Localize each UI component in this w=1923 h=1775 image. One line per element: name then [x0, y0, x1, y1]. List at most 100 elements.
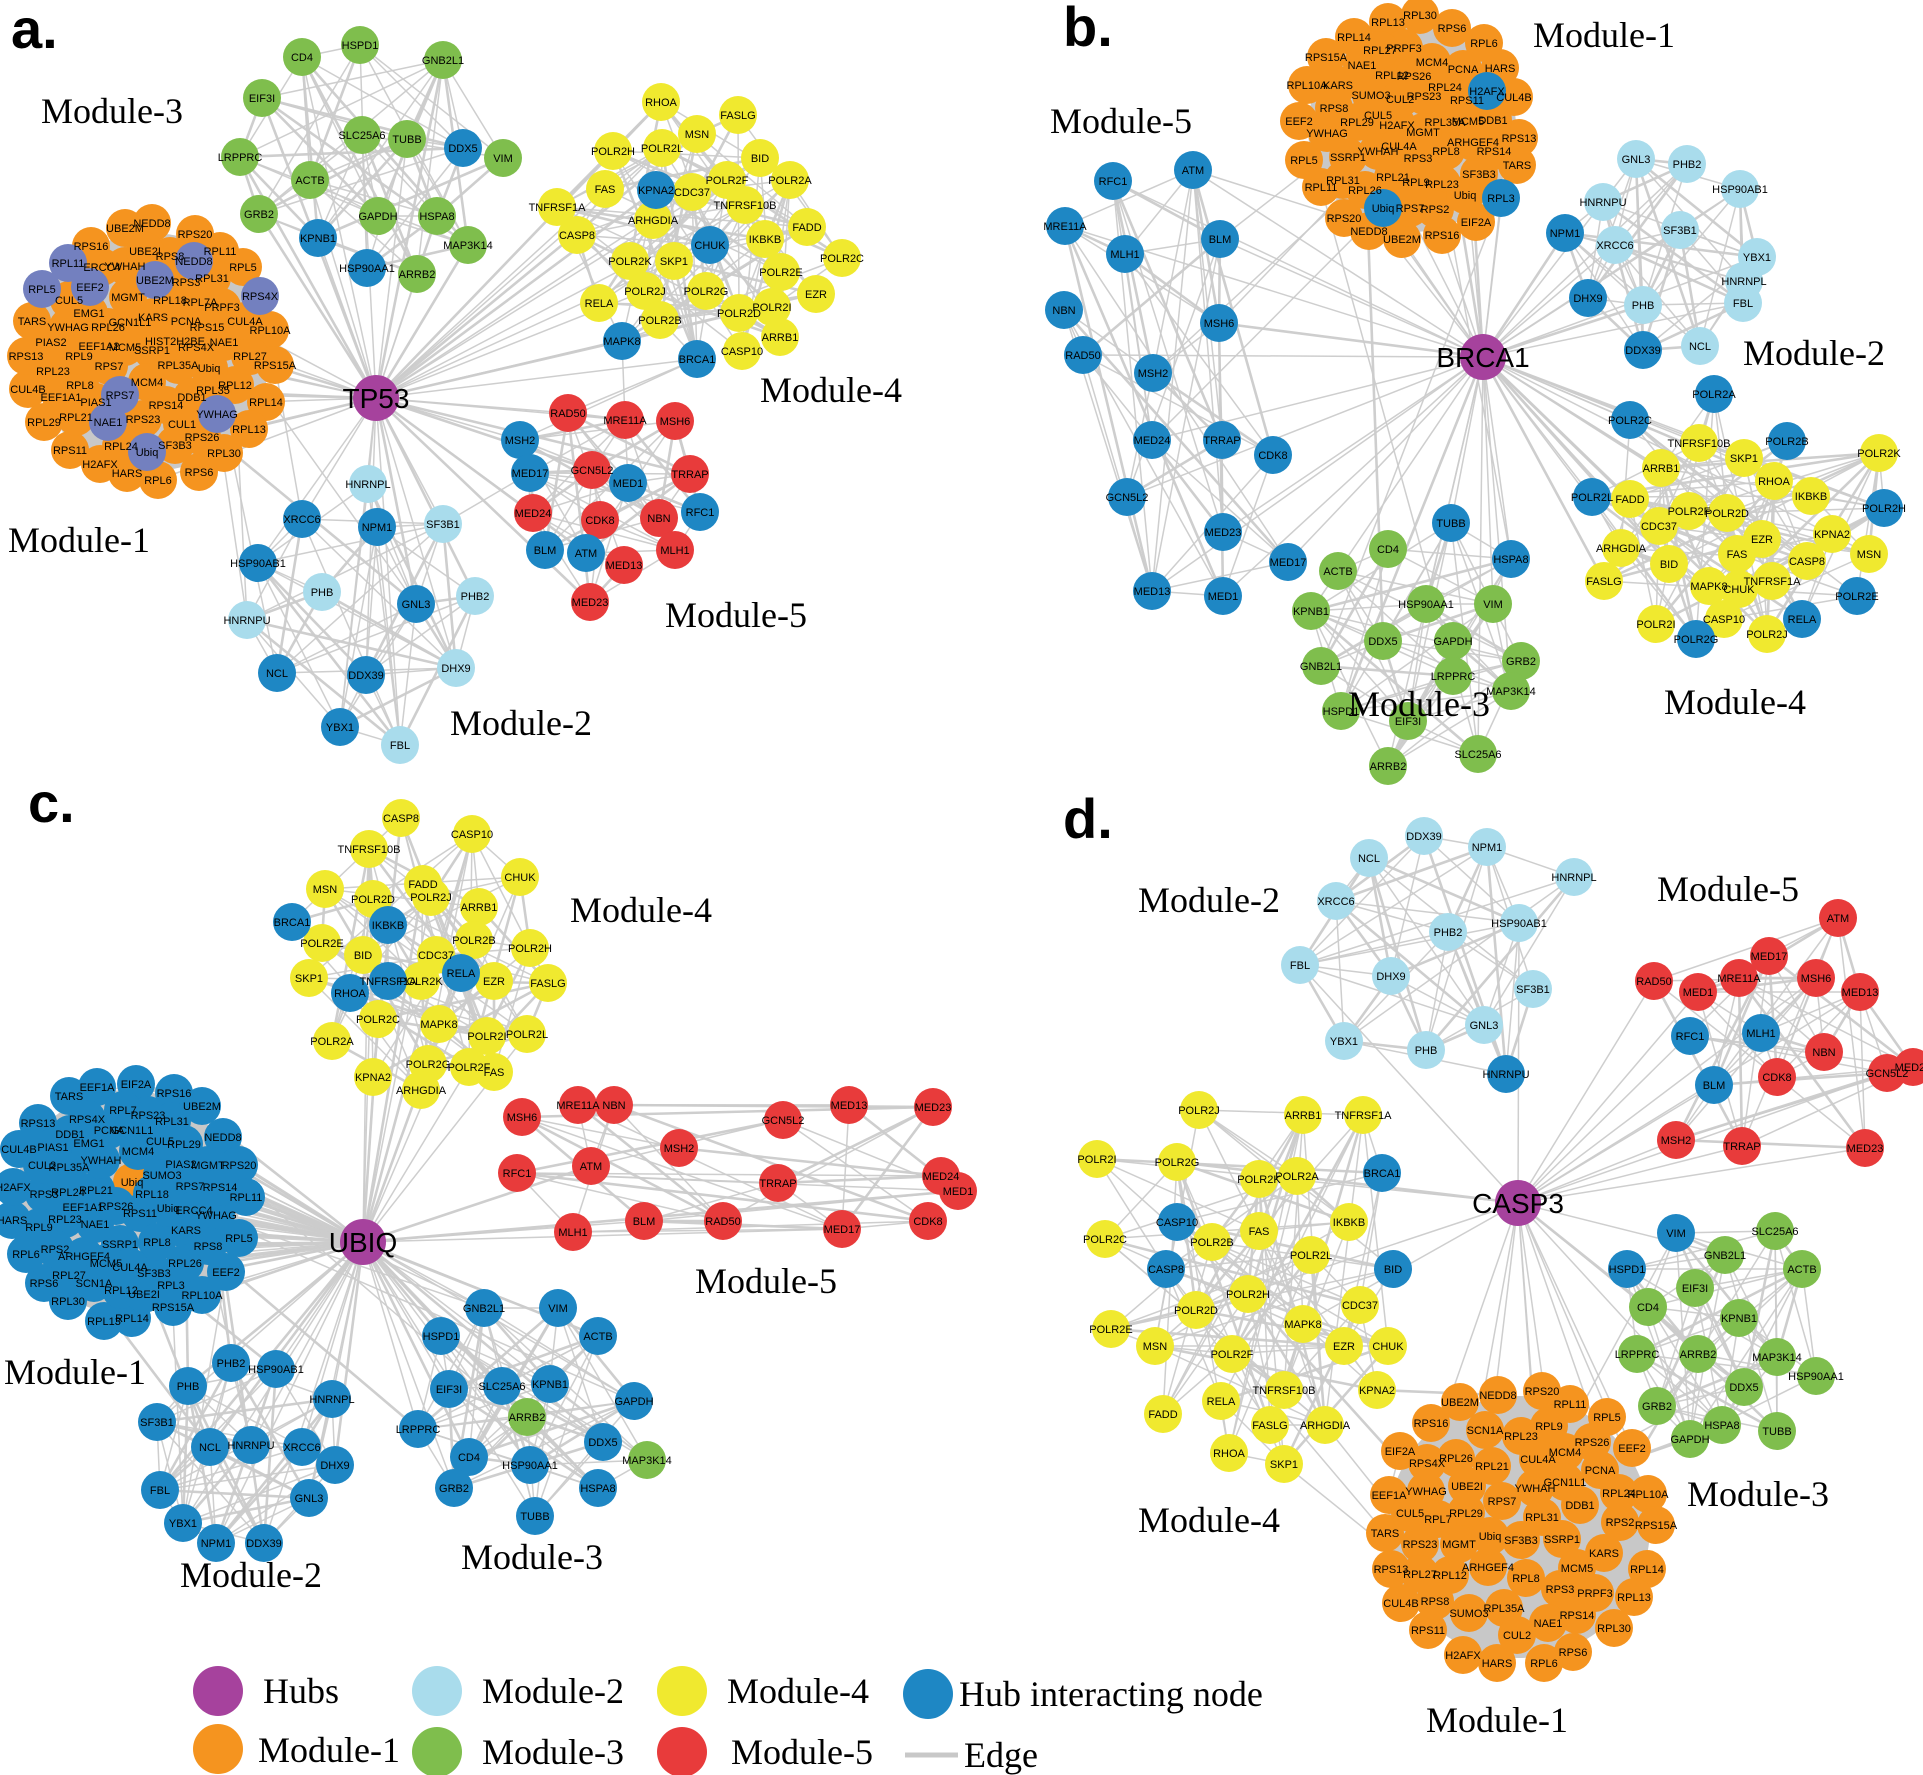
- svg-text:LRPPRC: LRPPRC: [1431, 671, 1476, 683]
- svg-text:SCN1A: SCN1A: [1467, 1425, 1504, 1437]
- svg-text:RPS2: RPS2: [1606, 1517, 1635, 1529]
- svg-text:RPS20: RPS20: [1327, 213, 1362, 225]
- svg-text:RPL5: RPL5: [225, 1233, 253, 1245]
- svg-text:PRPF3: PRPF3: [1577, 1588, 1612, 1600]
- svg-text:TNFRSF10B: TNFRSF10B: [338, 844, 401, 856]
- svg-text:RPL18: RPL18: [153, 295, 187, 307]
- svg-text:RPL30: RPL30: [207, 448, 241, 460]
- svg-text:RPS2: RPS2: [1421, 204, 1450, 216]
- svg-text:BLM: BLM: [1703, 1080, 1726, 1092]
- svg-text:YBX1: YBX1: [326, 722, 354, 734]
- svg-text:CHUK: CHUK: [1723, 584, 1755, 596]
- svg-text:POLR2L: POLR2L: [1571, 492, 1613, 504]
- svg-text:RPS15A: RPS15A: [254, 360, 297, 372]
- svg-text:UBE2I: UBE2I: [1451, 1481, 1483, 1493]
- svg-text:RPL31: RPL31: [1525, 1512, 1559, 1524]
- svg-text:POLR2K: POLR2K: [399, 976, 443, 988]
- svg-text:MAP3K14: MAP3K14: [1752, 1352, 1802, 1364]
- svg-text:RPL26: RPL26: [168, 1258, 202, 1270]
- svg-text:RPS16: RPS16: [1414, 1418, 1449, 1430]
- svg-text:TNFRSF1A: TNFRSF1A: [360, 976, 418, 988]
- svg-text:EEF2: EEF2: [1285, 116, 1313, 128]
- svg-text:RPL13: RPL13: [232, 424, 266, 436]
- svg-text:NEDD8: NEDD8: [1350, 226, 1387, 238]
- svg-text:MSH2: MSH2: [664, 1143, 695, 1155]
- svg-text:Module-2: Module-2: [1743, 333, 1885, 373]
- svg-text:Module-3: Module-3: [1687, 1474, 1829, 1514]
- svg-text:NAE1: NAE1: [210, 337, 239, 349]
- svg-text:CASP8: CASP8: [559, 230, 595, 242]
- svg-text:NEDD8: NEDD8: [133, 218, 170, 230]
- svg-text:RPL26: RPL26: [1348, 185, 1382, 197]
- svg-text:RPL13: RPL13: [1371, 17, 1405, 29]
- svg-text:RPS23: RPS23: [131, 1110, 166, 1122]
- svg-text:CUL4A: CUL4A: [1520, 1454, 1556, 1466]
- svg-text:RFC1: RFC1: [686, 507, 715, 519]
- svg-text:RPS20: RPS20: [1525, 1386, 1560, 1398]
- svg-text:Ubiq: Ubiq: [1372, 203, 1395, 215]
- svg-text:POLR2H: POLR2H: [508, 943, 552, 955]
- svg-text:LRPPRC: LRPPRC: [396, 1424, 441, 1436]
- svg-text:HSPD1: HSPD1: [1323, 706, 1360, 718]
- svg-text:YBX1: YBX1: [1330, 1036, 1358, 1048]
- svg-text:RHOA: RHOA: [645, 97, 677, 109]
- svg-text:CDC37: CDC37: [1641, 521, 1677, 533]
- svg-text:TRRAP: TRRAP: [759, 1178, 796, 1190]
- svg-text:H2AFX: H2AFX: [0, 1182, 31, 1194]
- svg-text:RPL10A: RPL10A: [1287, 80, 1329, 92]
- svg-text:POLR2I: POLR2I: [1077, 1154, 1116, 1166]
- svg-text:GCN5L2: GCN5L2: [762, 1115, 805, 1127]
- svg-text:RPL18: RPL18: [135, 1189, 169, 1201]
- svg-text:RPS6: RPS6: [1438, 23, 1467, 35]
- svg-text:EEF2: EEF2: [212, 1267, 240, 1279]
- svg-text:FADD: FADD: [408, 879, 437, 891]
- svg-text:DDB1: DDB1: [55, 1129, 84, 1141]
- svg-text:MAPK8: MAPK8: [1690, 581, 1727, 593]
- svg-text:FBL: FBL: [1733, 298, 1753, 310]
- svg-text:MGMT: MGMT: [1406, 127, 1440, 139]
- svg-text:CUL4A: CUL4A: [1381, 141, 1417, 153]
- svg-text:TARS: TARS: [55, 1091, 84, 1103]
- svg-text:KPNB1: KPNB1: [1721, 1313, 1757, 1325]
- svg-text:TNFRSF1A: TNFRSF1A: [1335, 1110, 1393, 1122]
- svg-text:MED24: MED24: [1134, 435, 1171, 447]
- svg-text:TRRAP: TRRAP: [671, 469, 708, 481]
- svg-text:FBL: FBL: [390, 740, 410, 752]
- svg-text:c.: c.: [28, 771, 75, 834]
- svg-text:POLR2B: POLR2B: [1765, 436, 1808, 448]
- svg-text:TUBB: TUBB: [520, 1511, 549, 1523]
- svg-text:TARS: TARS: [1371, 1528, 1400, 1540]
- svg-text:MED13: MED13: [1842, 987, 1879, 999]
- svg-text:MGMT: MGMT: [1442, 1539, 1476, 1551]
- svg-text:MAP3K14: MAP3K14: [1486, 686, 1536, 698]
- svg-text:SF3B1: SF3B1: [140, 1417, 174, 1429]
- svg-text:RPS23: RPS23: [1403, 1539, 1438, 1551]
- svg-text:GNL3: GNL3: [295, 1493, 324, 1505]
- svg-text:RPS4X: RPS4X: [69, 1114, 106, 1126]
- svg-text:GCN1L1: GCN1L1: [1544, 1477, 1587, 1489]
- svg-text:PIAS1: PIAS1: [80, 397, 111, 409]
- svg-text:HNRNPL: HNRNPL: [1551, 872, 1596, 884]
- svg-text:RPS15A: RPS15A: [152, 1302, 195, 1314]
- svg-text:RPL26: RPL26: [91, 322, 125, 334]
- svg-text:UBIQ: UBIQ: [329, 1227, 397, 1258]
- svg-text:MCM5: MCM5: [90, 1258, 122, 1270]
- svg-text:POLR2G: POLR2G: [1155, 1157, 1200, 1169]
- svg-text:SF3B3: SF3B3: [1504, 1535, 1538, 1547]
- svg-text:SSRP1: SSRP1: [1544, 1534, 1580, 1546]
- svg-text:EIF2A: EIF2A: [121, 1079, 152, 1091]
- svg-text:MSH6: MSH6: [1204, 318, 1235, 330]
- svg-text:CASP3: CASP3: [1472, 1188, 1564, 1219]
- svg-text:MED13: MED13: [606, 560, 643, 572]
- svg-text:POLR2K: POLR2K: [1237, 1174, 1281, 1186]
- svg-text:DDX39: DDX39: [1406, 831, 1441, 843]
- svg-text:SKP1: SKP1: [660, 256, 688, 268]
- svg-text:XRCC6: XRCC6: [1317, 896, 1354, 908]
- svg-text:RPS14: RPS14: [149, 400, 184, 412]
- svg-text:HNRNPL: HNRNPL: [1721, 276, 1766, 288]
- svg-text:RPS3: RPS3: [1546, 1584, 1575, 1596]
- svg-text:NEDD8: NEDD8: [175, 256, 212, 268]
- svg-text:EIF3I: EIF3I: [436, 1384, 462, 1396]
- svg-text:PHB2: PHB2: [461, 591, 490, 603]
- svg-text:CHUK: CHUK: [694, 240, 726, 252]
